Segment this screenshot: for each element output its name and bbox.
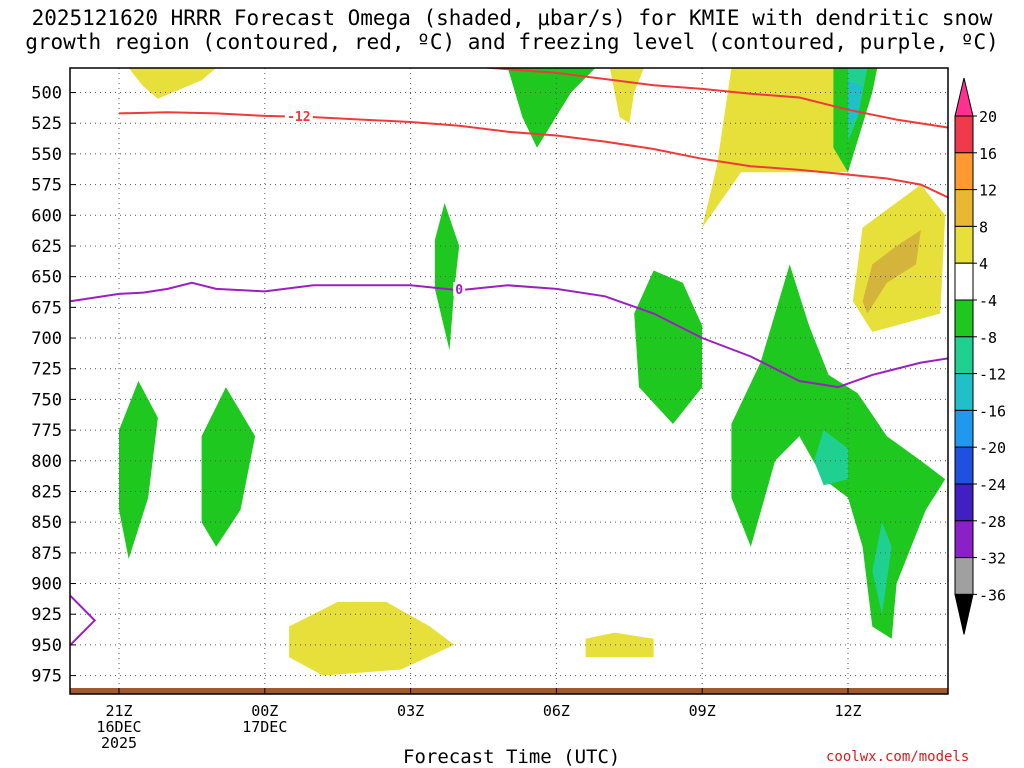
omega-region-4: [702, 68, 863, 228]
omega-region--12: [848, 80, 863, 124]
colorbar-swatch: [954, 189, 974, 227]
omega-region-4: [128, 68, 217, 99]
contour-label-minus12: -12: [287, 110, 310, 125]
y-tick-label-525: 525: [31, 114, 62, 134]
colorbar-swatch: [954, 409, 974, 448]
y-tick-label-500: 500: [31, 84, 62, 104]
omega-region--4: [119, 381, 158, 559]
colorbar-swatch: [954, 557, 974, 595]
colorbar-label: 8: [979, 218, 988, 236]
omega-region-4: [289, 601, 455, 676]
colorbar-label: -12: [979, 366, 1006, 384]
y-tick-label-850: 850: [31, 513, 62, 533]
colorbar-label: -36: [979, 586, 1006, 604]
x-tick-label: 17DEC: [242, 718, 287, 736]
omega-region-4: [609, 68, 644, 124]
colorbar-label: -20: [979, 439, 1006, 457]
y-tick-label-800: 800: [31, 452, 62, 472]
contour-label-bg: [284, 108, 313, 123]
freezing-level-contour-low: [70, 595, 97, 646]
colorbar-swatch: [954, 152, 974, 191]
plot-frame: [69, 67, 949, 695]
y-tick-label-675: 675: [31, 298, 62, 318]
x-tick-label: 06Z: [543, 702, 570, 720]
y-tick-label-950: 950: [31, 636, 62, 656]
omega-region-4: [585, 632, 654, 658]
x-tick-label: 12Z: [834, 702, 861, 720]
colorbar-label: -28: [979, 513, 1006, 531]
credit-link[interactable]: coolwx.com/models: [826, 749, 970, 765]
dgz-contour-minus12: [118, 111, 948, 199]
colorbar-swatch: [954, 262, 974, 301]
chart-title-line2: growth region (contoured, red, ºC) and f…: [25, 30, 999, 54]
colorbar-label: -32: [979, 550, 1006, 568]
colorbar-label: -4: [979, 292, 997, 310]
chart-title-line1: 2025121620 HRRR Forecast Omega (shaded, …: [31, 6, 993, 30]
omega-region--8: [872, 522, 892, 615]
colorbar-swatch: [954, 336, 974, 375]
colorbar-swatch: [954, 446, 974, 485]
x-tick-label: 00Z: [251, 702, 278, 720]
y-tick-label-725: 725: [31, 360, 62, 380]
colorbar-label: 12: [979, 182, 997, 200]
colorbar-label: -16: [979, 402, 1006, 420]
colorbar-swatch: [954, 373, 974, 411]
x-tick-label: 2025: [101, 734, 137, 752]
y-tick-label-750: 750: [31, 390, 62, 410]
y-tick-label-900: 900: [31, 575, 62, 595]
omega-region--8: [814, 430, 848, 486]
colorbar-swatch: [954, 520, 974, 559]
dgz-contour-upper: [478, 68, 948, 129]
y-tick-label-825: 825: [31, 482, 62, 502]
plot-area: -12 0: [70, 68, 948, 694]
freezing-level-contour: [70, 281, 948, 389]
y-tick-label-625: 625: [31, 237, 62, 257]
contour-label-zero: 0: [455, 283, 463, 298]
colorbar-label: 4: [979, 255, 988, 273]
omega-region--4: [434, 203, 460, 351]
y-tick-label-925: 925: [31, 605, 62, 625]
colorbar-swatch: [954, 115, 974, 154]
colorbar-label: -8: [979, 329, 997, 347]
y-tick-label-775: 775: [31, 421, 62, 441]
colorbar-swatch: [954, 299, 974, 338]
colorbar-label: 16: [979, 145, 997, 163]
colorbar-label: -24: [979, 476, 1006, 494]
omega-region--4: [201, 387, 256, 547]
colorbar-bottom-arrow: [954, 593, 974, 635]
omega-region--4: [507, 68, 596, 148]
x-axis-label: Forecast Time (UTC): [403, 746, 621, 768]
x-tick-label: 09Z: [689, 702, 716, 720]
y-tick-label-650: 650: [31, 268, 62, 288]
colorbar-top-arrow: [954, 77, 974, 117]
colorbar-swatch: [954, 225, 974, 264]
y-tick-label-575: 575: [31, 176, 62, 196]
contour-label-bg: [453, 281, 466, 296]
x-tick-label: 03Z: [397, 702, 424, 720]
colorbar-label: 20: [979, 108, 997, 126]
x-tick-label: 21Z: [105, 702, 132, 720]
y-tick-label-975: 975: [31, 667, 62, 687]
colorbar-swatch: [954, 483, 974, 522]
chart-title: 2025121620 HRRR Forecast Omega (shaded, …: [0, 6, 1024, 54]
omega-region-8: [862, 230, 921, 314]
ground-strip: [70, 688, 948, 694]
omega-region--4: [634, 270, 703, 424]
y-tick-label-875: 875: [31, 544, 62, 564]
y-tick-label-600: 600: [31, 206, 62, 226]
y-tick-label-700: 700: [31, 329, 62, 349]
y-tick-label-550: 550: [31, 145, 62, 165]
x-tick-label: 16DEC: [96, 718, 141, 736]
